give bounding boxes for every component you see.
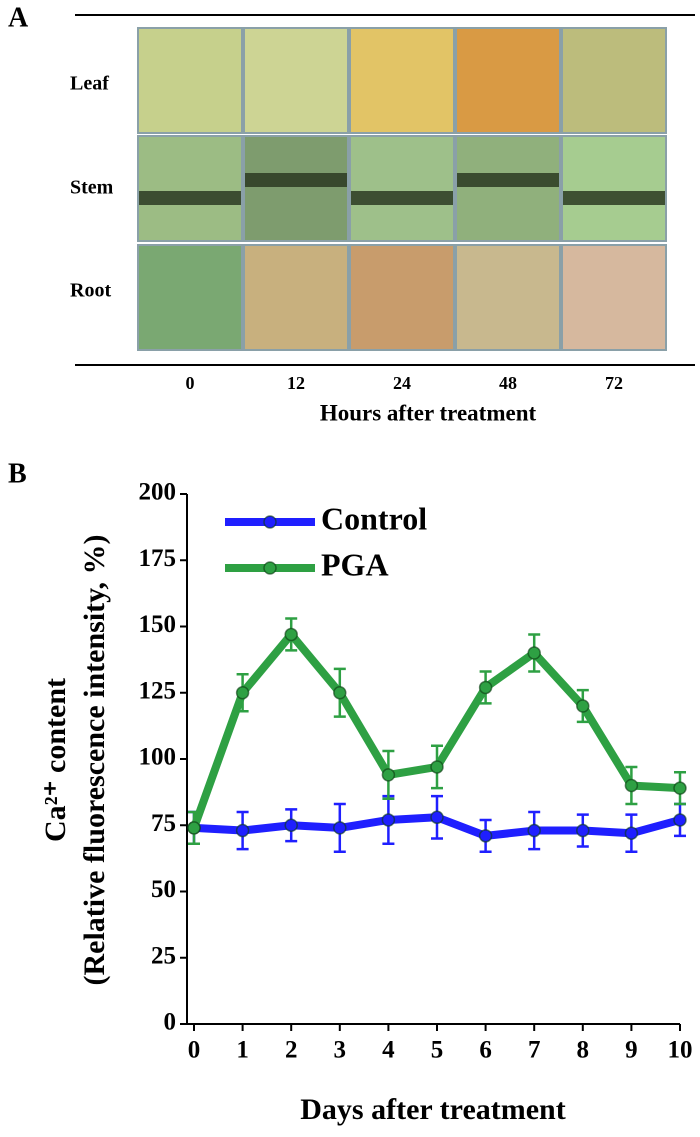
y-tick-label: 150 <box>139 611 177 638</box>
micrograph <box>243 244 349 351</box>
marker <box>430 760 444 774</box>
y-tick-label: 200 <box>139 479 177 506</box>
column-label: 48 <box>499 373 517 393</box>
stem-band <box>139 191 241 205</box>
y-tick-label: 175 <box>139 545 177 572</box>
micrograph <box>455 135 561 242</box>
marker <box>624 826 639 840</box>
marker <box>333 686 347 700</box>
x-tick-label: 7 <box>528 1037 541 1064</box>
micrograph <box>561 135 667 242</box>
y-title: Ca²⁺ content <box>39 678 72 842</box>
marker <box>235 823 250 838</box>
x-tick-label: 5 <box>431 1037 444 1064</box>
marker <box>673 813 687 827</box>
micrograph <box>137 135 243 242</box>
y-tick-label: 125 <box>139 677 177 704</box>
panel-label: B <box>8 458 27 489</box>
x-tick-label: 9 <box>625 1037 638 1064</box>
column-label: 0 <box>186 373 195 393</box>
marker <box>576 823 590 838</box>
x-tick-label: 4 <box>382 1037 395 1064</box>
stem-band <box>563 191 665 205</box>
marker <box>381 813 396 827</box>
x-title: Days after treatment <box>300 1093 565 1126</box>
marker <box>624 778 639 793</box>
legend-marker <box>263 561 277 575</box>
y-title: (Relative fluorescence intensity, %) <box>78 534 111 985</box>
marker <box>381 768 396 782</box>
legend-label: Control <box>321 500 427 536</box>
legend-label: PGA <box>321 546 389 582</box>
panel-label: A <box>8 2 29 33</box>
x-tick-label: 2 <box>285 1037 298 1064</box>
y-tick-label: 75 <box>151 810 176 837</box>
series <box>187 617 687 846</box>
stem-band <box>245 173 347 187</box>
micrograph <box>455 27 561 134</box>
micrograph <box>137 244 243 351</box>
micrograph <box>243 27 349 134</box>
micrograph <box>349 135 455 242</box>
stem-band <box>351 191 453 205</box>
marker <box>673 781 687 795</box>
x-tick-label: 1 <box>236 1037 249 1064</box>
micrograph <box>349 244 455 351</box>
x-tick-label: 10 <box>668 1037 693 1064</box>
marker <box>187 821 201 835</box>
marker <box>478 829 493 843</box>
marker <box>430 810 444 825</box>
micrograph <box>561 244 667 351</box>
column-label: 24 <box>393 373 411 393</box>
marker <box>527 646 541 660</box>
legend-marker <box>263 515 277 529</box>
series <box>187 794 687 853</box>
x-tick-label: 3 <box>334 1037 347 1064</box>
marker <box>478 680 493 695</box>
x-tick-label: 6 <box>479 1037 492 1064</box>
marker <box>333 821 347 835</box>
x-label: Hours after treatment <box>320 400 537 425</box>
marker <box>527 823 541 838</box>
row-label: Root <box>70 280 111 302</box>
x-tick-label: 0 <box>188 1037 201 1064</box>
micrographs <box>137 27 667 351</box>
y-tick-label: 50 <box>151 876 176 903</box>
micrograph <box>243 135 349 242</box>
y-tick-label: 25 <box>151 942 176 969</box>
micrograph <box>455 244 561 351</box>
marker <box>284 627 298 642</box>
stem-band <box>457 173 559 187</box>
x-tick-label: 8 <box>577 1037 590 1064</box>
y-tick-label: 0 <box>164 1009 177 1036</box>
micrograph <box>349 27 455 134</box>
y-tick-label: 100 <box>139 744 177 771</box>
micrograph <box>561 27 667 134</box>
row-label: Leaf <box>70 73 109 95</box>
marker <box>235 686 250 700</box>
column-label: 72 <box>605 373 623 393</box>
micrograph <box>137 27 243 134</box>
column-label: 12 <box>287 373 305 393</box>
marker <box>576 699 590 713</box>
row-label: Stem <box>70 177 114 199</box>
marker <box>284 818 298 832</box>
